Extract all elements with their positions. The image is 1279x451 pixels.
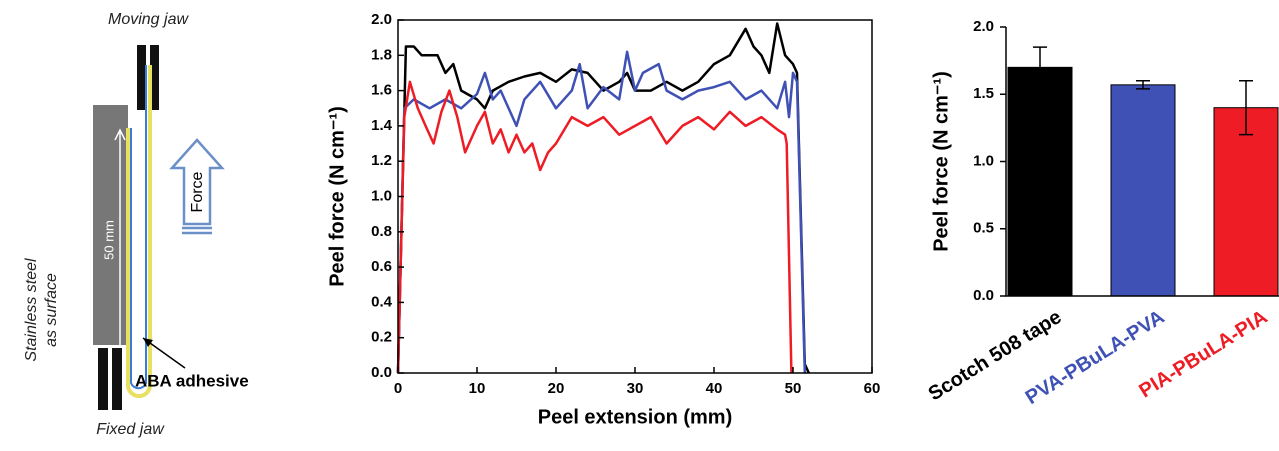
label: Force: [189, 171, 206, 212]
y-tick-label: 2.0: [973, 18, 994, 35]
label: 50 mm: [101, 220, 116, 260]
fixed-jaw: [98, 348, 108, 410]
line-chart: 0.0 0.2 0.4 0.6 0.8 1.0 1.2 1.4 1.6 1.8 2.0 0 10 20 30…: [326, 11, 880, 428]
x-tick-label: 60: [864, 380, 881, 397]
bar: [1007, 66, 1073, 297]
pointer-head: [143, 338, 153, 347]
error-bar: [1239, 80, 1253, 136]
label: Fixed jaw: [96, 421, 165, 438]
bar: [1110, 84, 1176, 297]
moving-jaw: [150, 45, 159, 110]
y-tick-label: 1.2: [371, 152, 392, 169]
tape: [126, 65, 152, 398]
x-tick-label: 10: [469, 380, 486, 397]
y-axis-label: Peel force (N cm⁻¹): [326, 106, 348, 287]
bar-chart: Scotch 508 tapePVA-PBuLA-PVAPIA-PBuLA-PI…: [925, 18, 1279, 409]
x-tick-label: 50: [785, 380, 802, 397]
x-axis-label: Peel extension (mm): [538, 406, 733, 428]
y-tick-label: 2.0: [371, 11, 392, 28]
data-line: [396, 80, 793, 374]
x-tick-label: 20: [548, 380, 565, 397]
y-tick-label: 1.0: [973, 152, 994, 169]
tape-backing: [130, 65, 147, 390]
y-tick-label: 0.8: [371, 223, 392, 240]
bar: [1213, 107, 1279, 297]
setup-diagram: Moving jaw Stainless steel as surface 50…: [23, 11, 248, 438]
force-arrow: [169, 138, 225, 226]
steel-plate: [93, 105, 128, 345]
y-axis-label: Peel force (N cm⁻¹): [930, 71, 952, 252]
fixed-jaw: [112, 348, 122, 410]
x-tick-label: 30: [627, 380, 644, 397]
label: Moving jaw: [108, 11, 189, 28]
label: Stainless steel: [23, 258, 40, 362]
data-line: [396, 50, 807, 374]
x-tick-label: 0: [394, 380, 402, 397]
data-line: [396, 22, 810, 374]
moving-jaw: [137, 45, 146, 110]
x-tick-label: 40: [706, 380, 723, 397]
label: as surface: [43, 273, 60, 347]
y-tick-label: 1.6: [371, 82, 392, 99]
y-tick-label: 1.8: [371, 46, 392, 63]
y-tick-label: 0.4: [371, 293, 393, 310]
label: ABA adhesive: [135, 371, 249, 390]
y-tick-label: 0.5: [973, 220, 994, 237]
error-bar: [1033, 46, 1047, 89]
y-tick-label: 0.0: [371, 364, 392, 381]
y-tick-label: 0.2: [371, 329, 392, 346]
y-tick-label: 1.0: [371, 187, 392, 204]
error-bar: [1136, 80, 1150, 90]
y-tick-label: 0.0: [973, 287, 994, 304]
y-tick-label: 1.5: [973, 85, 994, 102]
y-tick-label: 0.6: [371, 258, 392, 275]
y-tick-label: 1.4: [371, 117, 393, 134]
